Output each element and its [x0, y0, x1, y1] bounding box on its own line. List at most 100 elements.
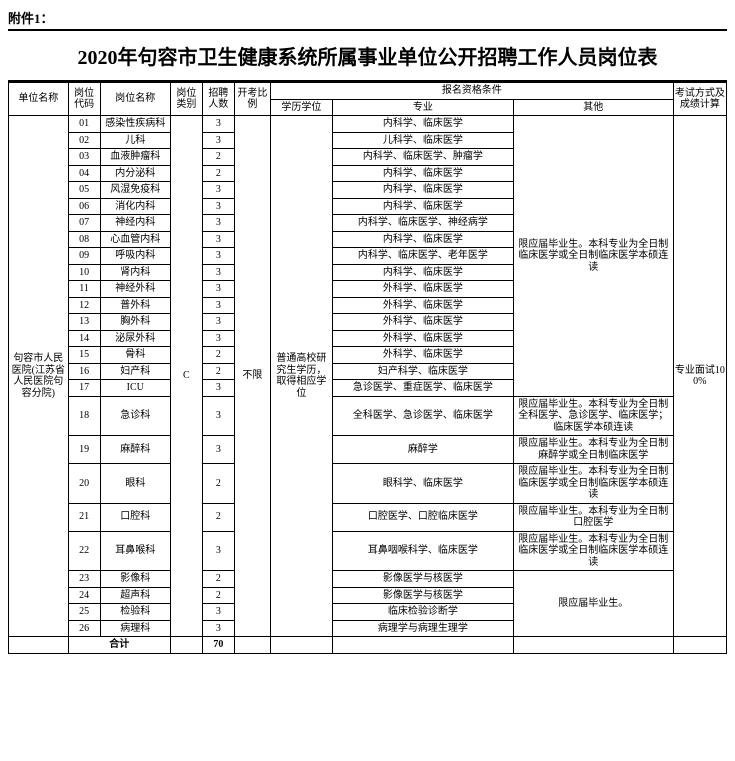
cell-post: 神经外科 [100, 281, 170, 298]
cell-num: 3 [202, 531, 234, 571]
cell-major: 外科学、临床医学 [332, 297, 513, 314]
cell-major: 影像医学与核医学 [332, 587, 513, 604]
cell-empty [513, 637, 673, 654]
cell-post: 检验科 [100, 604, 170, 621]
cell-code: 22 [68, 531, 100, 571]
cell-other: 限应届毕业生。本科专业为全日制临床医学或全日制临床医学本硕连读 [513, 464, 673, 504]
cell-major: 病理学与病理生理学 [332, 620, 513, 637]
cell-major: 内科学、临床医学 [332, 231, 513, 248]
cell-major: 内科学、临床医学 [332, 165, 513, 182]
cell-major: 麻醉学 [332, 436, 513, 464]
cell-num: 2 [202, 363, 234, 380]
cell-major: 内科学、临床医学、老年医学 [332, 248, 513, 265]
cell-major: 急诊医学、重症医学、临床医学 [332, 380, 513, 397]
th-ratio: 开考比例 [234, 83, 270, 116]
cell-num: 3 [202, 330, 234, 347]
th-code: 岗位代码 [68, 83, 100, 116]
cell-post: 内分泌科 [100, 165, 170, 182]
cell-num: 3 [202, 231, 234, 248]
cell-num: 2 [202, 464, 234, 504]
cell-ratio: 不限 [234, 116, 270, 637]
cell-major: 外科学、临床医学 [332, 330, 513, 347]
cell-code: 09 [68, 248, 100, 265]
cell-num: 3 [202, 620, 234, 637]
th-post: 岗位名称 [100, 83, 170, 116]
table-row: 23影像科2影像医学与核医学限应届毕业生。 [9, 571, 727, 588]
th-other: 其他 [513, 99, 673, 116]
cell-major: 内科学、临床医学、肿瘤学 [332, 149, 513, 166]
cell-major: 内科学、临床医学、神经病学 [332, 215, 513, 232]
cell-other: 限应届毕业生。 [513, 571, 673, 637]
cell-post: 病理科 [100, 620, 170, 637]
cell-num: 3 [202, 264, 234, 281]
cell-major: 儿科学、临床医学 [332, 132, 513, 149]
cell-major: 眼科学、临床医学 [332, 464, 513, 504]
cell-code: 21 [68, 503, 100, 531]
th-qual-group: 报名资格条件 [271, 83, 674, 100]
cell-code: 02 [68, 132, 100, 149]
cell-code: 06 [68, 198, 100, 215]
title-container: 2020年句容市卫生健康系统所属事业单位公开招聘工作人员岗位表 [8, 29, 727, 82]
cell-code: 20 [68, 464, 100, 504]
cell-post: 神经内科 [100, 215, 170, 232]
cell-num: 3 [202, 132, 234, 149]
cell-empty [9, 637, 69, 654]
cell-major: 耳鼻咽喉科学、临床医学 [332, 531, 513, 571]
cell-unit: 句容市人民医院(江苏省人民医院句容分院) [9, 116, 69, 637]
cell-code: 01 [68, 116, 100, 133]
cell-code: 08 [68, 231, 100, 248]
cell-edu: 普通高校研究生学历，取得相应学位 [271, 116, 333, 637]
page-title: 2020年句容市卫生健康系统所属事业单位公开招聘工作人员岗位表 [78, 47, 658, 69]
cell-major: 外科学、临床医学 [332, 314, 513, 331]
cell-major: 内科学、临床医学 [332, 198, 513, 215]
cell-code: 04 [68, 165, 100, 182]
cell-other: 限应届毕业生。本科专业为全日制麻醉学或全日制临床医学 [513, 436, 673, 464]
th-unit: 单位名称 [9, 83, 69, 116]
cell-post: 骨科 [100, 347, 170, 364]
cell-code: 11 [68, 281, 100, 298]
cell-post: 口腔科 [100, 503, 170, 531]
th-cat: 岗位类别 [170, 83, 202, 116]
cell-major: 妇产科学、临床医学 [332, 363, 513, 380]
cell-empty [170, 637, 202, 654]
table-row: 19麻醉科3麻醉学限应届毕业生。本科专业为全日制麻醉学或全日制临床医学 [9, 436, 727, 464]
cell-post: 呼吸内科 [100, 248, 170, 265]
cell-major: 内科学、临床医学 [332, 116, 513, 133]
total-row: 合计70 [9, 637, 727, 654]
cell-num: 2 [202, 503, 234, 531]
cell-post: 麻醉科 [100, 436, 170, 464]
cell-major: 全科医学、急诊医学、临床医学 [332, 396, 513, 436]
cell-num: 3 [202, 297, 234, 314]
cell-num: 3 [202, 198, 234, 215]
cell-other: 限应届毕业生。本科专业为全日制口腔医学 [513, 503, 673, 531]
cell-code: 13 [68, 314, 100, 331]
th-exam: 考试方式及成绩计算 [673, 83, 726, 116]
cell-major: 影像医学与核医学 [332, 571, 513, 588]
cell-num: 3 [202, 248, 234, 265]
table-row: 21口腔科 2 口腔医学、口腔临床医学限应届毕业生。本科专业为全日制口腔医学 [9, 503, 727, 531]
cell-num: 2 [202, 149, 234, 166]
cell-num: 3 [202, 380, 234, 397]
cell-num: 2 [202, 571, 234, 588]
cell-num: 3 [202, 396, 234, 436]
table-row: 18急诊科3全科医学、急诊医学、临床医学限应届毕业生。本科专业为全日制全科医学、… [9, 396, 727, 436]
cell-post: 泌尿外科 [100, 330, 170, 347]
cell-other: 限应届毕业生。本科专业为全日制临床医学或全日制临床医学本硕连读 [513, 531, 673, 571]
cell-major: 口腔医学、口腔临床医学 [332, 503, 513, 531]
cell-num: 3 [202, 604, 234, 621]
cell-num: 2 [202, 165, 234, 182]
cell-code: 16 [68, 363, 100, 380]
cell-code: 03 [68, 149, 100, 166]
cell-code: 14 [68, 330, 100, 347]
cell-empty [234, 637, 270, 654]
cell-total-label: 合计 [68, 637, 170, 654]
cell-code: 18 [68, 396, 100, 436]
cell-empty [332, 637, 513, 654]
table-row: 20眼科2眼科学、临床医学限应届毕业生。本科专业为全日制临床医学或全日制临床医学… [9, 464, 727, 504]
cell-post: 耳鼻喉科 [100, 531, 170, 571]
cell-post: 影像科 [100, 571, 170, 588]
cell-num: 3 [202, 116, 234, 133]
cell-post: 胸外科 [100, 314, 170, 331]
cell-code: 23 [68, 571, 100, 588]
cell-post: 急诊科 [100, 396, 170, 436]
